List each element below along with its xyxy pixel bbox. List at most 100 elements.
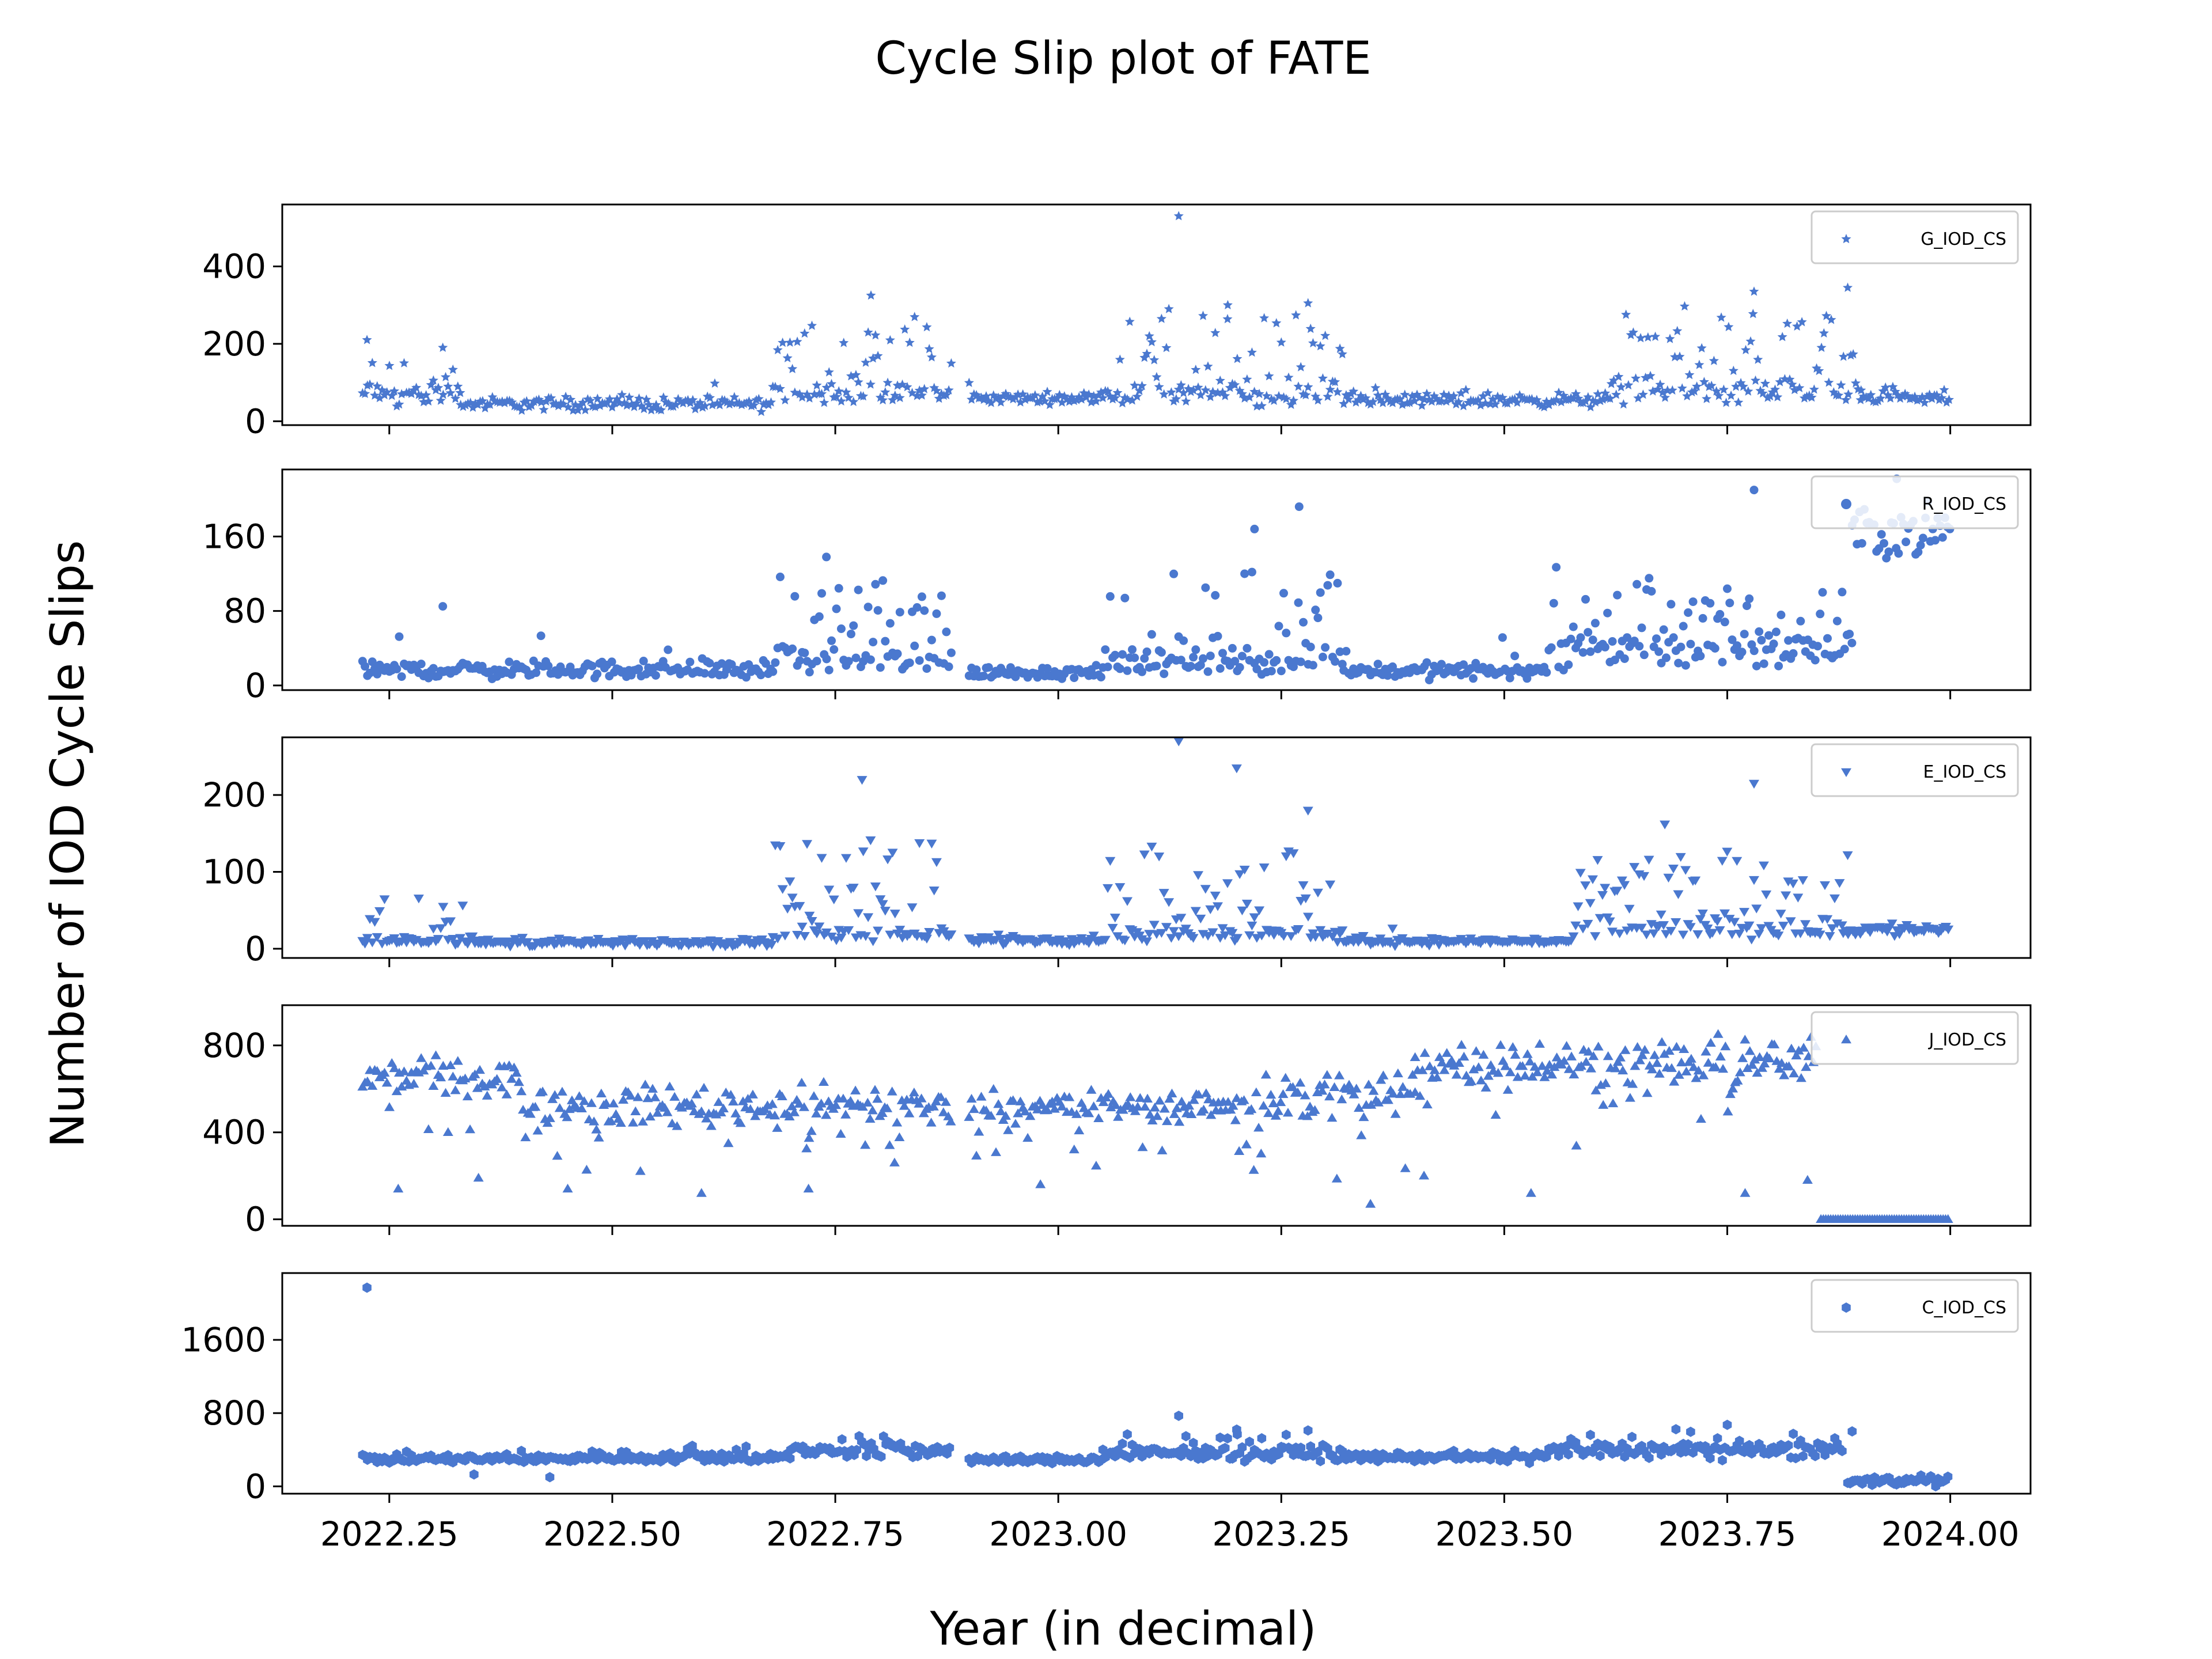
data-point [1786,1043,1797,1053]
data-point [984,663,993,672]
data-point [1190,907,1201,916]
data-point [1666,600,1676,609]
data-point [532,668,541,677]
legend-marker [1841,499,1851,509]
data-point [1231,1093,1242,1103]
data-point [1752,661,1761,671]
data-point [1188,934,1199,943]
data-point [1709,355,1719,365]
data-point [1691,1073,1702,1082]
data-point [652,1108,663,1117]
data-point [1588,1051,1599,1060]
data-point [1737,1053,1748,1062]
data-point [775,842,786,851]
data-point [714,400,725,410]
data-point [618,1094,629,1104]
data-point [1716,312,1726,322]
data-point [857,776,868,785]
data-point [835,1128,846,1138]
data-point [1260,1070,1271,1079]
data-point [362,934,373,943]
data-point [887,849,898,858]
data-point [1753,354,1763,364]
data-point [413,894,424,904]
data-point [1276,337,1286,347]
data-point [1791,1050,1802,1060]
data-point [920,606,929,615]
data-point [1818,588,1827,597]
data-point [1675,351,1685,361]
data-point [596,1088,607,1098]
data-point [1745,336,1756,346]
data-point [1590,619,1600,628]
data-point [1478,1050,1489,1059]
data-point [1274,622,1283,631]
data-point [800,328,810,338]
data-point [462,940,473,949]
data-point [1604,917,1615,926]
data-point [1142,349,1152,358]
data-point [1268,1098,1279,1108]
data-point [1623,633,1632,642]
data-point [1184,1100,1195,1110]
data-point [1174,1410,1183,1421]
data-point [1064,1092,1075,1101]
data-point [1410,396,1420,406]
data-point [1943,925,1954,935]
data-point [806,917,817,926]
data-point [1505,1067,1516,1077]
data-point [1303,1425,1313,1436]
data-point [796,1077,807,1087]
data-point [1729,918,1740,927]
legend: C_IOD_CS [1810,1279,2019,1333]
data-point [1638,389,1648,399]
data-point [1176,656,1185,665]
data-point [988,1084,999,1093]
data-point [1200,885,1211,894]
data-point [1840,645,1849,654]
legend-label: G_IOD_CS [1921,229,2006,249]
data-point [1895,393,1906,403]
data-point [828,895,839,904]
data-point [1318,653,1327,661]
data-point [1699,377,1709,387]
data-point [1302,806,1313,816]
data-point [1154,853,1165,862]
data-point [1586,1430,1595,1440]
data-point [787,363,798,373]
data-point [1397,1082,1408,1091]
data-point [1608,637,1617,646]
data-point [822,654,831,664]
data-point [1044,399,1055,410]
data-point [685,657,695,666]
data-point [1305,323,1316,334]
data-point [928,1101,939,1111]
data-point [1694,359,1705,369]
data-point [1720,1041,1731,1051]
data-point [1836,921,1847,930]
data-point [1439,1065,1450,1074]
data-point [767,1099,778,1108]
data-point [1400,1163,1411,1172]
data-point [805,668,814,677]
data-point [1684,608,1693,617]
data-point [1278,931,1289,941]
data-point [1256,400,1267,411]
data-point [756,671,766,680]
data-point [1592,856,1603,865]
data-point [1815,930,1825,940]
data-point [1461,385,1471,395]
data-point [1642,1088,1653,1097]
data-point [1353,1103,1364,1112]
data-point [1684,369,1695,380]
data-point [1569,622,1578,631]
data-point [1334,1070,1345,1080]
data-point [1776,1058,1787,1067]
data-point [972,665,981,675]
data-point [1168,927,1179,936]
plot-frame [281,1004,2032,1227]
data-point [1740,630,1749,639]
data-point [1230,1115,1241,1124]
data-point [1789,385,1800,395]
data-point [593,669,602,679]
